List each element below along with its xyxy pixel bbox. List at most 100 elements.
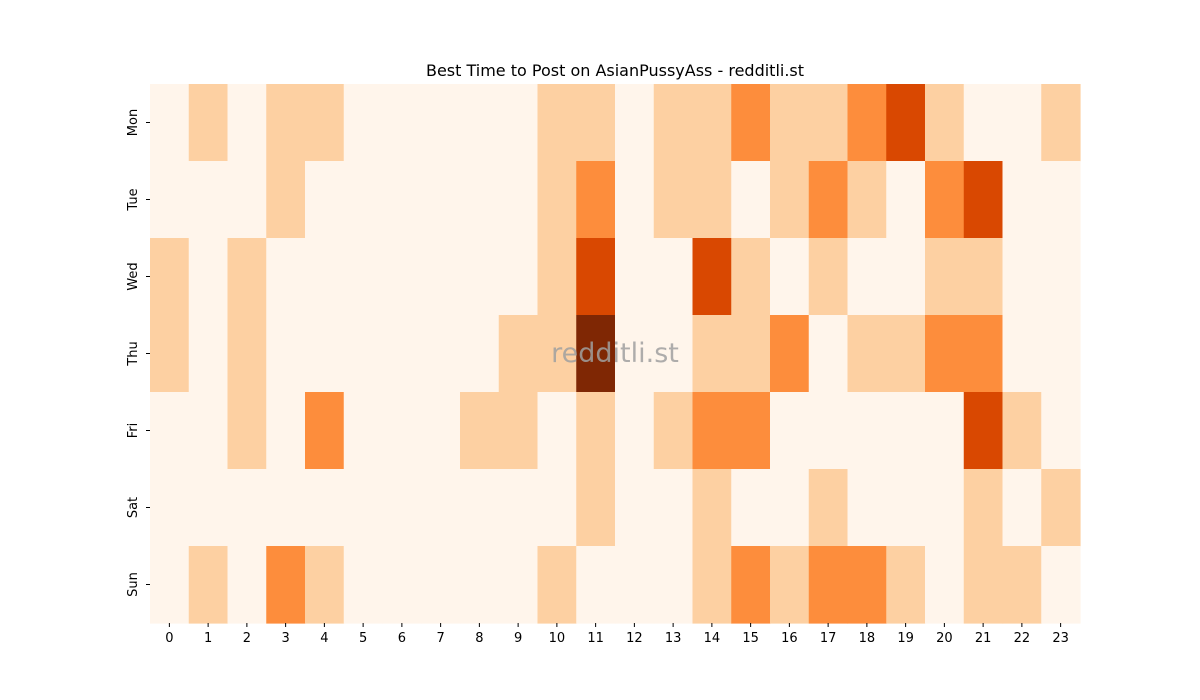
y-tick-label: Thu (126, 341, 141, 366)
heatmap-cell-fri-23 (1041, 392, 1081, 470)
watermark: redditli.st (551, 338, 679, 369)
heatmap-cell-thu-6 (382, 315, 422, 393)
heatmap-cell-fri-15 (731, 392, 771, 470)
heatmap-cell-wed-1 (188, 238, 229, 316)
heatmap-cell-sun-23 (1041, 546, 1081, 624)
heatmap-cell-thu-22 (1002, 315, 1042, 393)
heatmap-cells (150, 84, 1081, 624)
heatmap-cell-tue-0 (150, 161, 190, 239)
heatmap-cell-tue-6 (382, 161, 422, 239)
heatmap-cell-fri-0 (150, 392, 190, 470)
heatmap-cell-sat-11 (576, 469, 616, 547)
heatmap-cell-sat-0 (150, 469, 190, 547)
heatmap-cell-wed-18 (847, 238, 887, 316)
heatmap-cell-thu-20 (925, 315, 965, 393)
heatmap-cell-wed-2 (227, 238, 267, 316)
heatmap-cell-wed-10 (537, 238, 577, 316)
heatmap-cell-thu-10 (537, 315, 577, 393)
heatmap-cell-tue-21 (963, 161, 1004, 239)
heatmap-cell-sat-18 (847, 469, 887, 547)
x-tick-label: 3 (281, 631, 289, 646)
heatmap-cell-sat-8 (460, 469, 500, 547)
x-tick-label: 9 (514, 631, 522, 646)
heatmap-cell-wed-21 (963, 238, 1004, 316)
heatmap-cell-sat-5 (343, 469, 384, 547)
heatmap-cell-mon-12 (615, 84, 655, 162)
heatmap-cell-mon-9 (498, 84, 539, 162)
heatmap-cell-sun-2 (227, 546, 267, 624)
heatmap-cell-sun-7 (421, 546, 461, 624)
y-tick-label: Wed (126, 262, 141, 290)
heatmap-cell-sun-8 (460, 546, 500, 624)
heatmap-cell-fri-6 (382, 392, 422, 470)
heatmap-cell-mon-10 (537, 84, 577, 162)
heatmap-cell-wed-15 (731, 238, 771, 316)
heatmap-cell-sun-22 (1002, 546, 1042, 624)
heatmap-cell-mon-8 (460, 84, 500, 162)
heatmap-cell-mon-20 (925, 84, 965, 162)
heatmap-cell-sun-10 (537, 546, 577, 624)
heatmap-cell-mon-16 (770, 84, 810, 162)
heatmap-cell-sun-4 (305, 546, 345, 624)
heatmap-cell-sun-16 (770, 546, 810, 624)
heatmap-cell-sun-18 (847, 546, 887, 624)
heatmap-cell-wed-17 (808, 238, 849, 316)
x-tick-label: 13 (665, 631, 682, 646)
y-tick-label: Sat (126, 497, 141, 518)
heatmap-cell-sun-5 (343, 546, 384, 624)
heatmap-cell-sun-6 (382, 546, 422, 624)
heatmap-cell-sat-17 (808, 469, 849, 547)
x-tick-label: 15 (742, 631, 759, 646)
x-tick-label: 10 (549, 631, 566, 646)
heatmap-cell-sun-3 (266, 546, 306, 624)
heatmap-cell-fri-3 (266, 392, 306, 470)
heatmap-cell-sun-9 (498, 546, 539, 624)
heatmap-cell-wed-9 (498, 238, 539, 316)
heatmap-cell-wed-14 (692, 238, 732, 316)
heatmap-cell-sat-16 (770, 469, 810, 547)
heatmap-cell-wed-19 (886, 238, 926, 316)
heatmap-cell-sat-3 (266, 469, 306, 547)
heatmap-cell-mon-2 (227, 84, 267, 162)
heatmap-cell-sat-9 (498, 469, 539, 547)
heatmap-cell-sun-1 (188, 546, 229, 624)
heatmap-cell-fri-7 (421, 392, 461, 470)
heatmap-cell-fri-21 (963, 392, 1004, 470)
heatmap-cell-tue-4 (305, 161, 345, 239)
heatmap-cell-mon-7 (421, 84, 461, 162)
heatmap-cell-thu-3 (266, 315, 306, 393)
heatmap-cell-mon-13 (653, 84, 694, 162)
x-tick-label: 20 (936, 631, 953, 646)
heatmap-cell-thu-4 (305, 315, 345, 393)
heatmap-cell-tue-1 (188, 161, 229, 239)
x-axis-ticks: 0 1 2 3 4 5 6 7 8 9 10 11 12 13 14 15 16 17 18 19 20 21 22 23 (165, 623, 1069, 646)
heatmap-cell-fri-1 (188, 392, 229, 470)
heatmap-cell-fri-4 (305, 392, 345, 470)
heatmap-cell-mon-21 (963, 84, 1004, 162)
heatmap-cell-thu-21 (963, 315, 1004, 393)
x-tick-label: 11 (587, 631, 604, 646)
heatmap-cell-wed-4 (305, 238, 345, 316)
heatmap-cell-mon-0 (150, 84, 190, 162)
heatmap-cell-mon-4 (305, 84, 345, 162)
heatmap-cell-thu-16 (770, 315, 810, 393)
heatmap-cell-wed-22 (1002, 238, 1042, 316)
heatmap-cell-mon-3 (266, 84, 306, 162)
heatmap-cell-tue-15 (731, 161, 771, 239)
x-tick-label: 7 (436, 631, 444, 646)
heatmap-cell-mon-14 (692, 84, 732, 162)
heatmap-cell-tue-18 (847, 161, 887, 239)
heatmap-cell-tue-13 (653, 161, 694, 239)
heatmap-cell-fri-11 (576, 392, 616, 470)
heatmap-cell-mon-23 (1041, 84, 1081, 162)
heatmap-cell-mon-5 (343, 84, 384, 162)
heatmap-cell-fri-10 (537, 392, 577, 470)
x-tick-label: 18 (859, 631, 876, 646)
x-tick-label: 12 (626, 631, 643, 646)
heatmap-cell-thu-13 (653, 315, 694, 393)
heatmap-cell-sat-15 (731, 469, 771, 547)
heatmap-cell-fri-22 (1002, 392, 1042, 470)
heatmap-cell-thu-18 (847, 315, 887, 393)
heatmap-cell-thu-2 (227, 315, 267, 393)
